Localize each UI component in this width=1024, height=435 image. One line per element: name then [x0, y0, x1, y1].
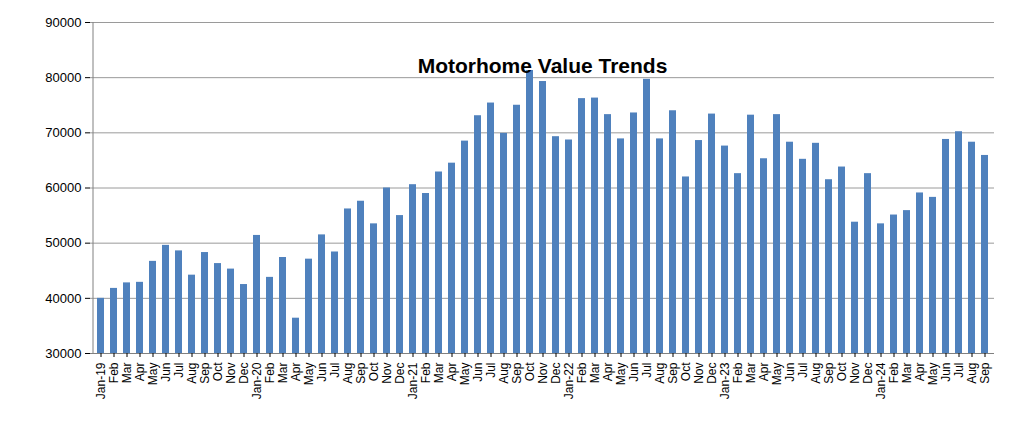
svg-text:Jul: Jul — [484, 363, 498, 378]
svg-text:Feb: Feb — [419, 362, 433, 383]
svg-text:Aug: Aug — [809, 363, 823, 384]
svg-text:Mar: Mar — [744, 363, 758, 384]
svg-text:Dec: Dec — [861, 363, 875, 384]
svg-text:Jan-19: Jan-19 — [94, 362, 108, 399]
svg-text:Jul: Jul — [952, 363, 966, 378]
svg-text:Jan-24: Jan-24 — [874, 362, 888, 399]
svg-text:80000: 80000 — [45, 70, 81, 85]
svg-text:Sep: Sep — [978, 362, 992, 384]
svg-text:Motorhome Value Trends: Motorhome Value Trends — [418, 54, 668, 77]
svg-text:Jun: Jun — [471, 363, 485, 382]
svg-text:Feb: Feb — [731, 362, 745, 383]
svg-text:Jul: Jul — [796, 363, 810, 378]
svg-text:Nov: Nov — [380, 363, 394, 384]
svg-text:Nov: Nov — [692, 363, 706, 384]
svg-text:Jun: Jun — [783, 363, 797, 382]
svg-text:Oct: Oct — [679, 362, 693, 381]
svg-text:Sep: Sep — [666, 362, 680, 384]
svg-text:Oct: Oct — [367, 362, 381, 381]
svg-text:Aug: Aug — [965, 363, 979, 384]
svg-text:30000: 30000 — [45, 346, 81, 361]
svg-text:Jul: Jul — [640, 363, 654, 378]
svg-text:Sep: Sep — [822, 362, 836, 384]
svg-text:Oct: Oct — [523, 362, 537, 381]
svg-text:Apr: Apr — [913, 363, 927, 382]
svg-text:Oct: Oct — [211, 362, 225, 381]
svg-text:Jan-23: Jan-23 — [718, 362, 732, 399]
svg-text:Oct: Oct — [835, 362, 849, 381]
svg-text:60000: 60000 — [45, 180, 81, 195]
svg-text:Jun: Jun — [315, 363, 329, 382]
svg-text:Jul: Jul — [328, 363, 342, 378]
svg-text:May: May — [302, 363, 316, 386]
svg-text:Dec: Dec — [705, 363, 719, 384]
svg-text:Sep: Sep — [198, 362, 212, 384]
svg-text:Aug: Aug — [185, 363, 199, 384]
svg-text:Apr: Apr — [133, 363, 147, 382]
svg-text:May: May — [146, 363, 160, 386]
svg-text:Jun: Jun — [939, 363, 953, 382]
svg-text:Mar: Mar — [588, 363, 602, 384]
svg-text:Jun: Jun — [159, 363, 173, 382]
svg-text:Dec: Dec — [237, 363, 251, 384]
svg-text:Jun: Jun — [627, 363, 641, 382]
svg-text:Jan-21: Jan-21 — [406, 362, 420, 399]
svg-text:40000: 40000 — [45, 290, 81, 305]
svg-text:Mar: Mar — [432, 363, 446, 384]
svg-text:Aug: Aug — [497, 363, 511, 384]
svg-text:90000: 90000 — [45, 15, 81, 30]
svg-text:Mar: Mar — [900, 363, 914, 384]
svg-text:Mar: Mar — [276, 363, 290, 384]
svg-text:Feb: Feb — [575, 362, 589, 383]
svg-text:Feb: Feb — [107, 362, 121, 383]
svg-text:Apr: Apr — [289, 363, 303, 382]
svg-text:Dec: Dec — [393, 363, 407, 384]
svg-text:Sep: Sep — [354, 362, 368, 384]
svg-text:70000: 70000 — [45, 125, 81, 140]
svg-text:Feb: Feb — [887, 362, 901, 383]
svg-text:Jan-20: Jan-20 — [250, 362, 264, 399]
svg-text:Feb: Feb — [263, 362, 277, 383]
svg-text:Nov: Nov — [224, 363, 238, 384]
svg-text:Aug: Aug — [653, 363, 667, 384]
svg-text:Nov: Nov — [536, 363, 550, 384]
svg-text:50000: 50000 — [45, 235, 81, 250]
svg-text:Apr: Apr — [601, 363, 615, 382]
svg-text:May: May — [614, 363, 628, 386]
svg-text:May: May — [926, 363, 940, 386]
svg-text:Apr: Apr — [757, 363, 771, 382]
svg-text:May: May — [458, 363, 472, 386]
svg-text:May: May — [770, 363, 784, 386]
svg-text:Apr: Apr — [445, 363, 459, 382]
svg-text:Aug: Aug — [341, 363, 355, 384]
svg-text:Jul: Jul — [172, 363, 186, 378]
svg-text:Sep: Sep — [510, 362, 524, 384]
svg-text:Jan-22: Jan-22 — [562, 362, 576, 399]
svg-text:Mar: Mar — [120, 363, 134, 384]
svg-text:Nov: Nov — [848, 363, 862, 384]
svg-text:Dec: Dec — [549, 363, 563, 384]
